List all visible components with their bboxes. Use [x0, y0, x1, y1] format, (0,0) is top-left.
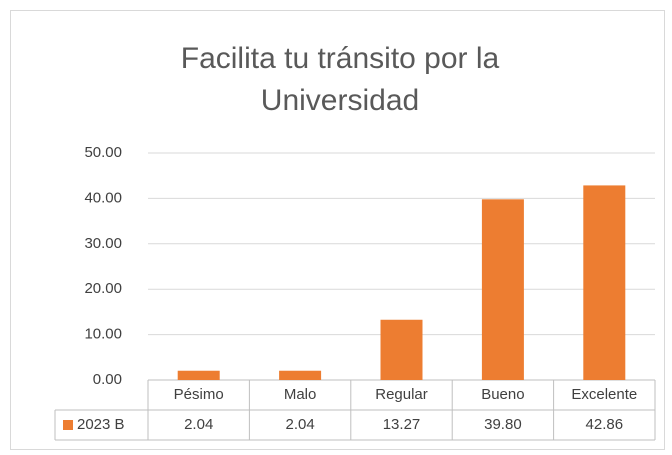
- data-table-value: 39.80: [484, 416, 522, 433]
- y-tick-label: 40.00: [84, 189, 122, 206]
- y-tick-label: 30.00: [84, 235, 122, 252]
- y-tick-label: 20.00: [84, 280, 122, 297]
- y-tick-label: 50.00: [84, 144, 122, 161]
- chart-border: [10, 10, 665, 450]
- y-tick-label: 0.00: [93, 371, 122, 388]
- bar: [583, 185, 626, 380]
- bar: [177, 370, 220, 380]
- y-tick-label: 10.00: [84, 326, 122, 343]
- legend-key: [63, 420, 73, 430]
- legend-label: 2023 B: [77, 416, 125, 433]
- x-tick-label: Pésimo: [174, 386, 224, 403]
- data-table-value: 42.86: [586, 416, 624, 433]
- x-tick-label: Excelente: [571, 386, 637, 403]
- x-tick-label: Malo: [284, 386, 317, 403]
- bar: [279, 370, 322, 380]
- chart-title: Facilita tu tránsito por la Universidad: [180, 42, 500, 117]
- data-table-value: 13.27: [383, 416, 421, 433]
- bar: [481, 199, 524, 380]
- x-tick-label: Regular: [375, 386, 428, 403]
- data-table-value: 2.04: [285, 416, 314, 433]
- x-tick-label: Bueno: [481, 386, 524, 403]
- bar: [380, 319, 423, 380]
- data-table-value: 2.04: [184, 416, 213, 433]
